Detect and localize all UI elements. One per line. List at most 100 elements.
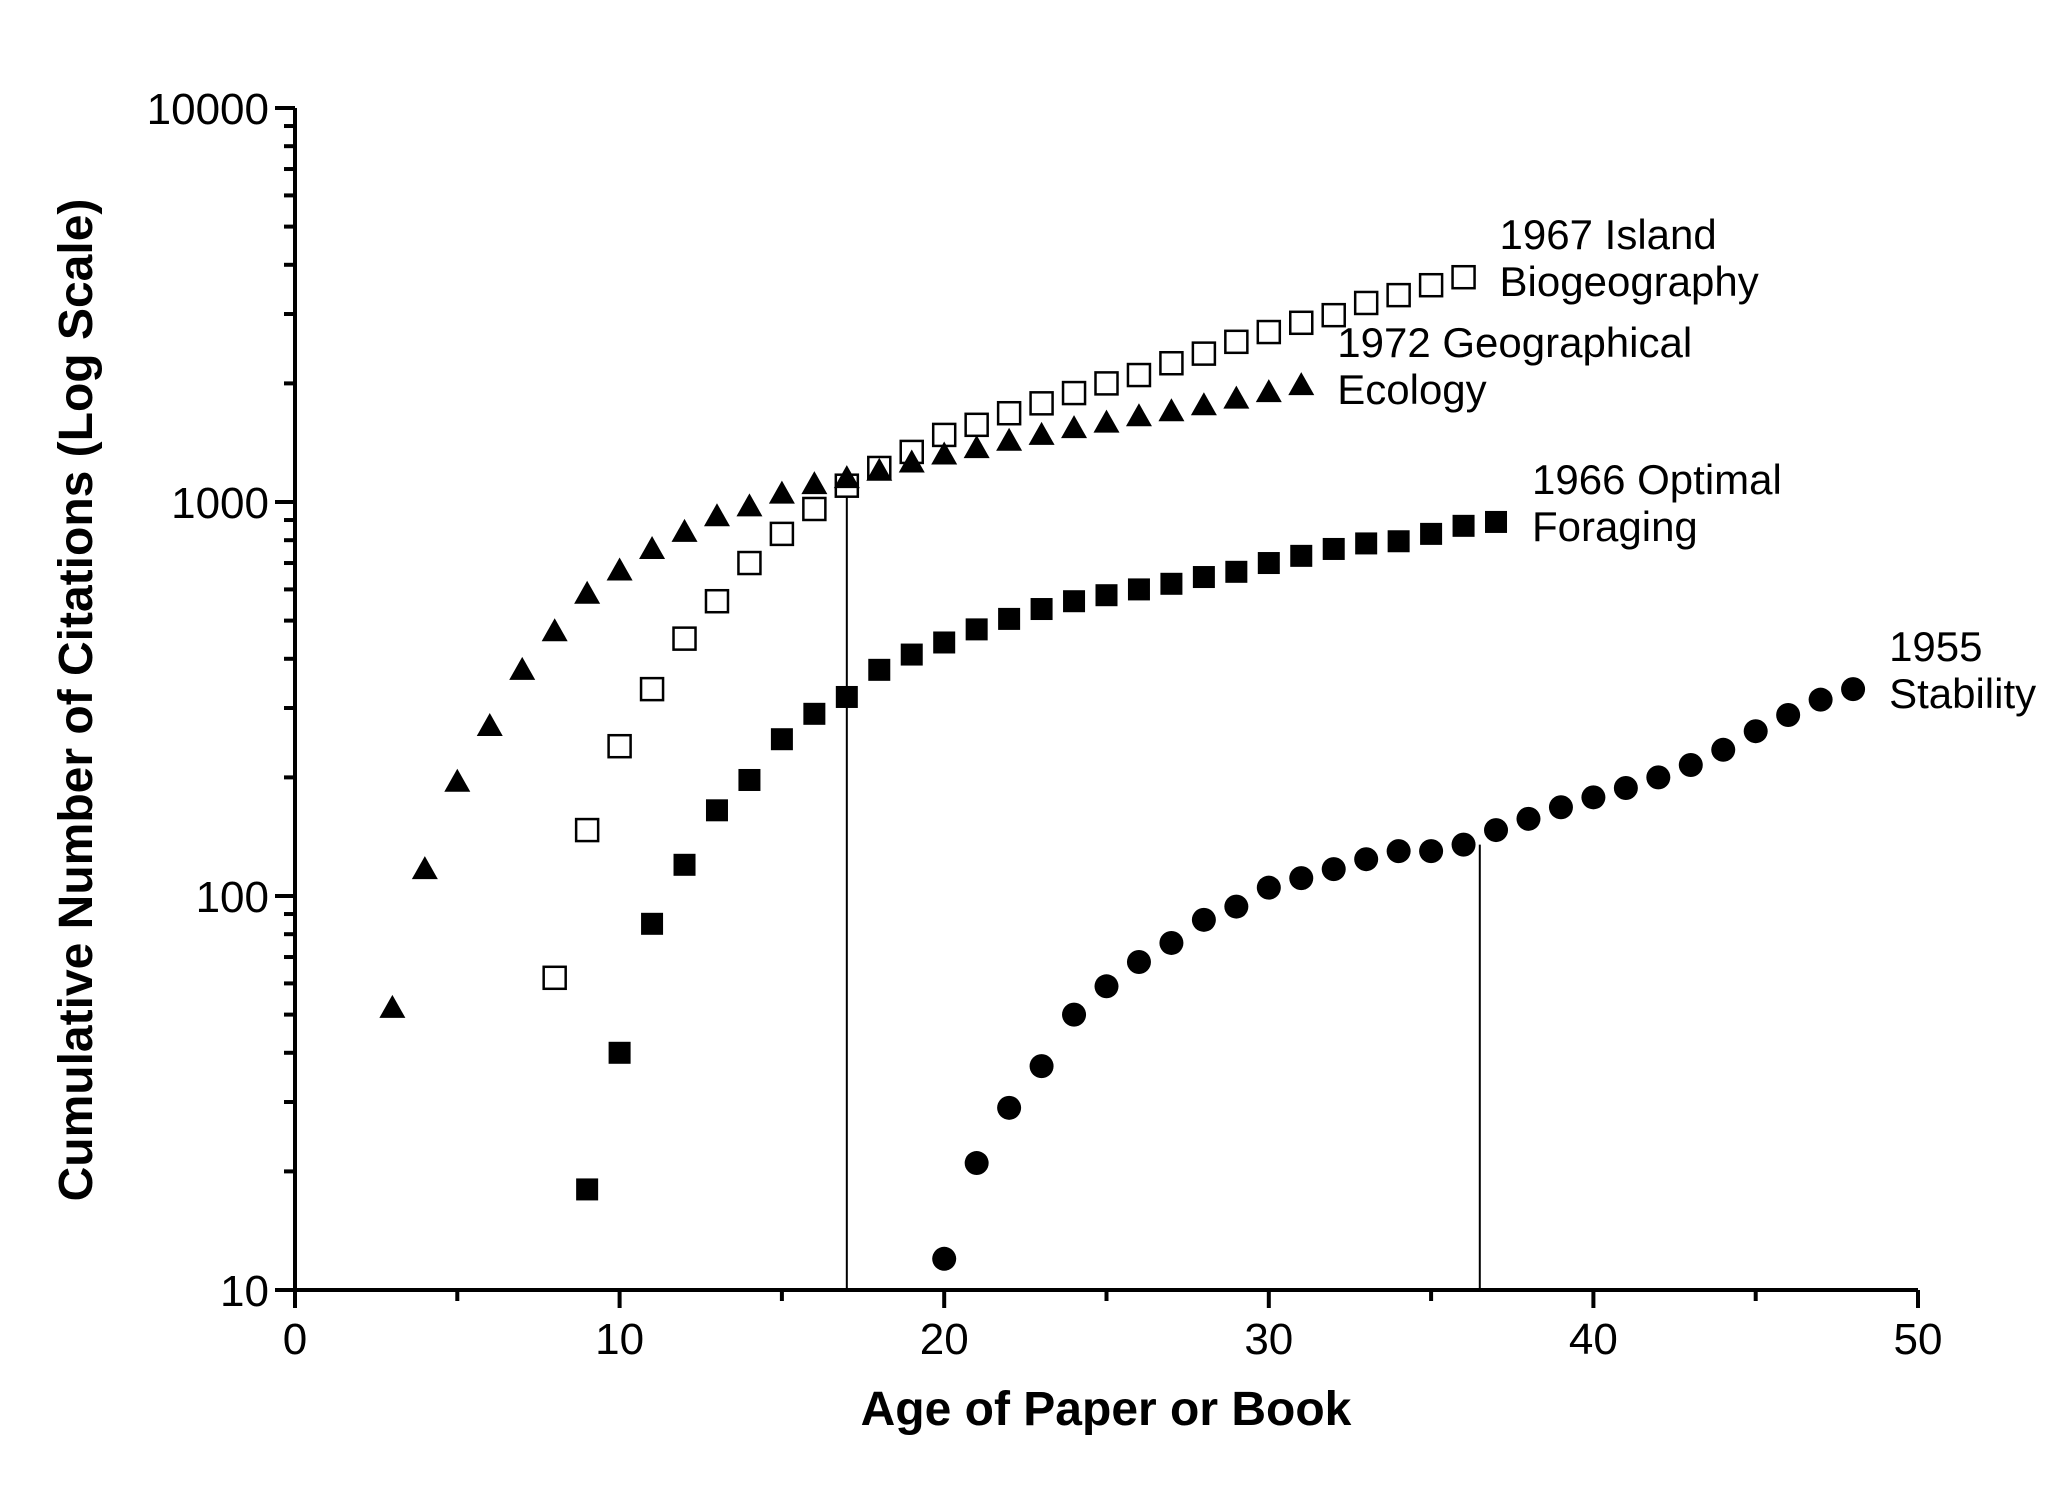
data-point: [1093, 409, 1120, 433]
data-point: [1386, 282, 1411, 308]
data-point: [1288, 372, 1315, 396]
data-point: [1451, 264, 1476, 290]
data-point: [1257, 552, 1280, 575]
series-label-line: Biogeography: [1500, 258, 1759, 305]
x-tick-label: 20: [920, 1315, 969, 1364]
data-point: [1322, 537, 1345, 560]
data-point: [1126, 362, 1152, 388]
data-point: [1678, 753, 1703, 778]
series-label-line: Foraging: [1532, 503, 1698, 550]
data-point: [1223, 385, 1250, 409]
data-point: [965, 618, 988, 641]
data-point: [964, 412, 989, 438]
series-label-line: Ecology: [1337, 366, 1486, 413]
data-point: [444, 768, 471, 792]
data-point: [737, 550, 762, 576]
y-tick-label: 100: [196, 873, 269, 922]
x-tick-label: 0: [283, 1315, 307, 1364]
data-point: [411, 856, 438, 880]
data-point: [833, 465, 860, 489]
series-label-line: Stability: [1889, 670, 2036, 717]
data-point: [868, 658, 891, 681]
data-point: [1190, 392, 1217, 416]
data-point: [1125, 403, 1152, 427]
data-point: [1191, 907, 1216, 932]
data-point: [1419, 839, 1444, 864]
data-point: [1581, 785, 1606, 810]
data-point: [1029, 391, 1054, 416]
data-point: [574, 817, 600, 843]
data-point: [1289, 310, 1314, 336]
series-filled-square: [576, 510, 1508, 1201]
data-point: [607, 733, 632, 759]
data-point: [1191, 341, 1217, 366]
data-point: [1192, 566, 1215, 589]
data-point: [770, 728, 793, 751]
data-point: [1225, 560, 1248, 583]
data-point: [1160, 572, 1183, 595]
data-point: [639, 676, 665, 702]
data-point: [933, 631, 956, 654]
series-label-line: 1966 Optimal: [1532, 456, 1782, 503]
data-point: [672, 626, 697, 651]
data-point: [1159, 930, 1184, 955]
data-point: [736, 493, 763, 517]
data-point: [1094, 371, 1119, 396]
data-point: [1354, 847, 1379, 872]
data-point: [963, 435, 990, 459]
reference-lines: [845, 485, 1481, 1290]
data-point: [1061, 415, 1088, 439]
data-point: [1321, 857, 1346, 882]
data-point: [639, 535, 666, 559]
data-point: [574, 580, 601, 604]
series-label-line: 1955: [1889, 623, 1982, 670]
data-point: [1126, 949, 1151, 974]
data-point: [1256, 875, 1281, 900]
data-point: [1452, 514, 1475, 537]
data-point: [738, 768, 761, 791]
y-tick-label: 10: [220, 1267, 269, 1316]
data-point: [608, 1041, 631, 1064]
data-point: [1418, 272, 1444, 298]
data-point: [703, 503, 730, 527]
data-point: [801, 471, 828, 495]
data-point: [964, 1151, 989, 1176]
data-point: [1451, 832, 1476, 857]
data-point: [1030, 598, 1053, 621]
data-point: [1029, 1054, 1054, 1079]
data-point: [1485, 510, 1508, 533]
data-point: [1484, 818, 1509, 843]
data-point: [1159, 350, 1184, 376]
data-point: [996, 427, 1023, 451]
data-point: [1063, 590, 1086, 613]
data-point: [705, 799, 728, 822]
data-point: [768, 480, 795, 504]
x-tick-label: 40: [1569, 1315, 1618, 1364]
data-point: [671, 518, 698, 542]
data-point: [1028, 421, 1055, 445]
data-point: [1743, 719, 1768, 744]
data-point: [1516, 806, 1541, 831]
x-tick-label: 30: [1244, 1315, 1293, 1364]
data-point: [476, 713, 503, 737]
data-point: [1289, 866, 1314, 891]
data-point: [1290, 544, 1313, 567]
data-point: [803, 702, 826, 725]
data-point: [1256, 319, 1282, 345]
data-point: [576, 1178, 599, 1201]
data-point: [997, 1095, 1022, 1120]
data-point: [932, 1246, 957, 1271]
data-point: [509, 656, 536, 680]
data-point: [1613, 775, 1638, 800]
data-point: [673, 853, 696, 876]
data-point: [704, 588, 730, 614]
data-point: [1548, 795, 1573, 820]
data-point: [641, 912, 664, 935]
data-point: [1255, 379, 1282, 403]
data-point: [1127, 578, 1150, 601]
